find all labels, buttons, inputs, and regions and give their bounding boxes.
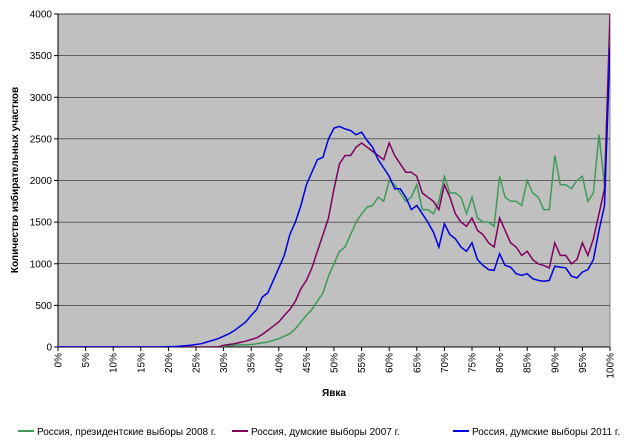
x-tick-label: 95% xyxy=(578,353,589,373)
x-tick-label: 5% xyxy=(81,353,92,368)
series-line xyxy=(58,14,610,347)
y-tick-label: 1000 xyxy=(30,259,53,270)
x-tick-label: 20% xyxy=(164,353,175,373)
y-tick-label: 3500 xyxy=(30,51,53,62)
x-tick-label: 35% xyxy=(247,353,258,373)
x-tick-label: 60% xyxy=(385,353,396,373)
x-tick-label: 55% xyxy=(357,353,368,373)
y-tick-label: 500 xyxy=(35,301,52,312)
x-tick-label: 30% xyxy=(219,353,230,373)
x-tick-label: 75% xyxy=(468,353,479,373)
x-tick-label: 10% xyxy=(109,353,120,373)
x-tick-label: 45% xyxy=(302,353,313,373)
x-tick-label: 15% xyxy=(136,353,147,373)
x-tick-label: 40% xyxy=(274,353,285,373)
x-tick-label: 100% xyxy=(606,353,617,379)
x-axis-label: Явка xyxy=(322,388,346,399)
series-line xyxy=(58,47,610,347)
y-tick-label: 4000 xyxy=(30,10,53,21)
x-tick-label: 25% xyxy=(192,353,203,373)
x-tick-label: 90% xyxy=(550,353,561,373)
legend-label: Россия, президентские выборы 2008 г. xyxy=(37,426,216,438)
legend-label: Россия, думские выборы 2011 г. xyxy=(472,426,620,438)
x-tick-label: 50% xyxy=(330,353,341,373)
y-tick-label: 2000 xyxy=(30,176,53,187)
x-tick-label: 70% xyxy=(440,353,451,373)
series-line xyxy=(58,30,610,347)
y-tick-label: 0 xyxy=(46,343,52,354)
y-axis-label: Количество избирательных участков xyxy=(9,87,21,273)
x-tick-label: 65% xyxy=(412,353,423,373)
x-tick-label: 80% xyxy=(495,353,506,373)
y-tick-label: 1500 xyxy=(30,218,53,229)
x-tick-label: 85% xyxy=(523,353,534,373)
legend-label: Россия, думские выборы 2007 г. xyxy=(251,426,400,438)
x-tick-label: 0% xyxy=(54,353,65,368)
y-tick-label: 2500 xyxy=(30,134,53,145)
y-tick-label: 3000 xyxy=(30,93,53,104)
